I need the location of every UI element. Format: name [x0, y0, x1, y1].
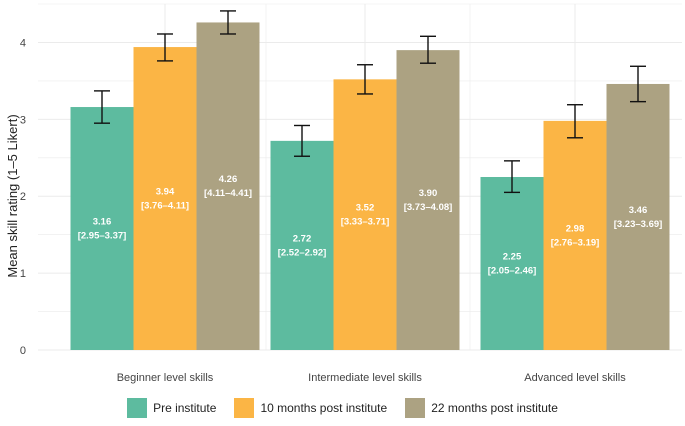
bar-value-label: 4.26 — [219, 174, 238, 185]
bar-value-label: 2.72 — [293, 233, 312, 244]
data-labels: 3.16 [2.95–3.37] 2.72 [2.52–2.92] 2.25 [2.05–… — [78, 174, 663, 276]
bar-value-label: 2.98 — [566, 223, 585, 234]
error-bar — [567, 104, 583, 139]
bar-ci-label: [2.52–2.92] — [278, 247, 327, 258]
error-bar — [357, 64, 373, 95]
error-bar — [504, 160, 520, 194]
bar-value-label: 3.52 — [356, 203, 375, 214]
bar-value-label: 3.46 — [629, 205, 648, 216]
legend-swatch-22-months — [405, 398, 426, 418]
bar-ci-label: [2.76–3.19] — [551, 237, 600, 248]
legend-item-pre: Pre institute — [127, 398, 216, 418]
bar — [133, 47, 197, 351]
legend-label-pre: Pre institute — [153, 401, 217, 415]
legend: Pre institute 10 months post institute 2… — [0, 398, 685, 418]
axes: 0 1 2 3 4 Beginner level skills Intermediate l… — [20, 37, 626, 384]
error-bar — [220, 10, 236, 35]
y-tick-label: 0 — [20, 345, 26, 357]
y-axis-label: Mean skill rating (1–5 Likert) — [5, 114, 20, 277]
legend-item-22-months: 22 months post institute — [405, 398, 558, 418]
bar — [543, 120, 607, 350]
error-bar — [94, 90, 110, 124]
legend-swatch-10-months — [234, 398, 255, 418]
bar — [196, 22, 260, 350]
error-bar — [157, 33, 173, 62]
bar-ci-label: [2.05–2.46] — [488, 266, 537, 277]
bars — [70, 22, 670, 351]
bar-value-label: 3.16 — [93, 217, 112, 228]
legend-swatch-pre — [127, 398, 148, 418]
legend-label-10-months: 10 months post institute — [260, 401, 388, 415]
bar — [333, 79, 397, 351]
bar-ci-label: [3.23–3.69] — [614, 219, 663, 230]
bar-value-label: 2.25 — [503, 252, 522, 263]
bar-ci-label: [3.73–4.08] — [404, 202, 453, 213]
bar-value-label: 3.90 — [419, 188, 438, 199]
y-tick-label: 3 — [20, 114, 26, 126]
bar — [396, 50, 460, 351]
y-tick-label: 2 — [20, 191, 26, 203]
legend-label-22-months: 22 months post institute — [431, 401, 558, 415]
bar-ci-label: [2.95–3.37] — [78, 231, 127, 242]
bar — [606, 83, 670, 350]
x-tick-label: Intermediate level skills — [308, 372, 422, 384]
legend-item-10-months: 10 months post institute — [234, 398, 387, 418]
error-bar — [630, 65, 646, 103]
x-tick-label: Advanced level skills — [524, 372, 626, 384]
error-bar — [294, 124, 310, 157]
bar-ci-label: [3.33–3.71] — [341, 217, 390, 228]
bar-chart: 0 1 2 3 4 Beginner level skills Intermediate l… — [5, 3, 682, 384]
bar — [480, 177, 544, 350]
bar-ci-label: [3.76–4.11] — [141, 201, 189, 212]
bar — [70, 107, 134, 350]
y-tick-label: 4 — [20, 37, 26, 49]
error-bar — [420, 35, 436, 64]
bar — [270, 140, 334, 350]
bar-value-label: 3.94 — [156, 187, 175, 198]
y-tick-label: 1 — [20, 268, 26, 280]
x-tick-label: Beginner level skills — [117, 372, 214, 384]
bar-ci-label: [4.11–4.41] — [204, 188, 252, 199]
error-bars — [94, 10, 646, 194]
